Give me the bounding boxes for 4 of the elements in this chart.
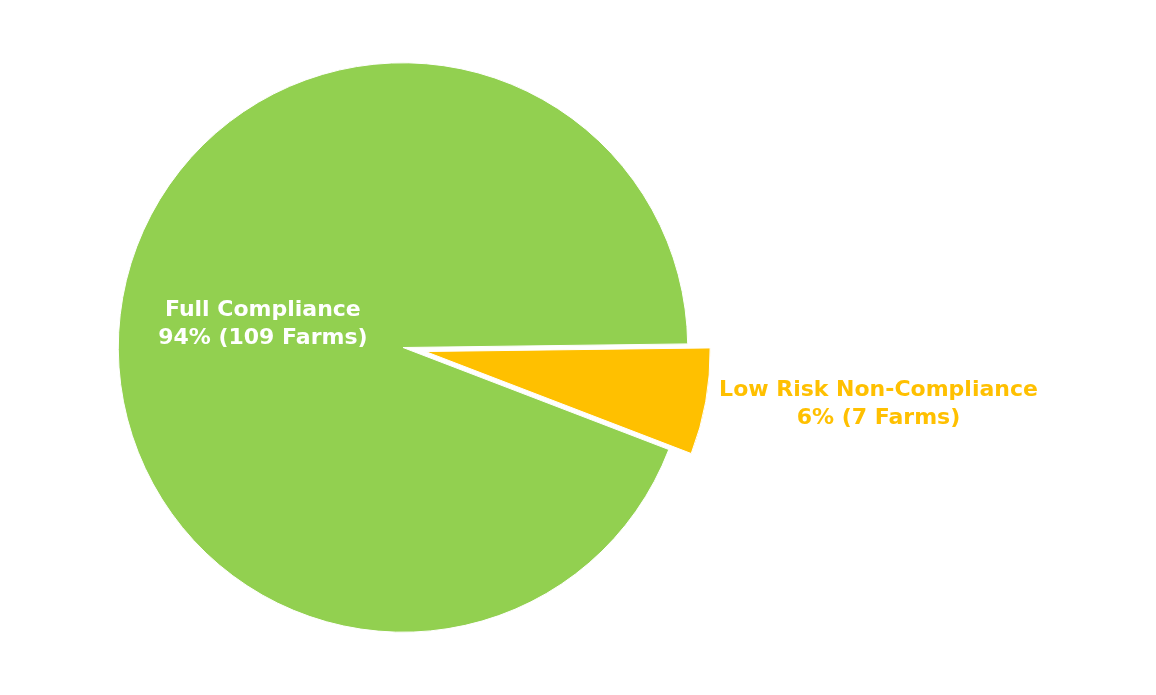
slice-label: Full Compliance xyxy=(164,295,361,321)
slice-label: Low Risk Non-Compliance xyxy=(719,375,1038,401)
data-label: 94% (109 Farms) xyxy=(158,324,368,350)
data-label: 6% (7 Farms) xyxy=(796,404,961,430)
